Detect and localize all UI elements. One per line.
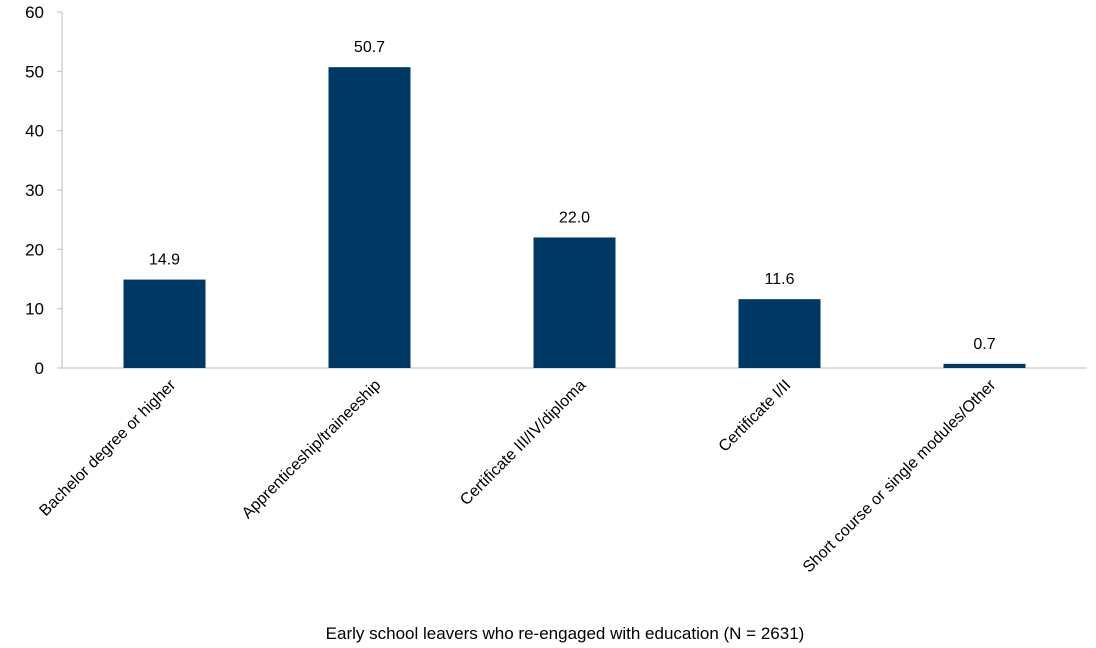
bar [943,363,1026,368]
y-axis: 0 10 20 30 40 50 60 [25,3,63,378]
data-label: 11.6 [765,271,795,288]
y-tick-label: 10 [25,300,44,319]
x-tick-label: Short course or single modules/Other [800,376,1000,576]
data-label: 22.0 [559,209,590,226]
y-tick-label: 0 [35,359,44,378]
data-label: 14.9 [149,252,180,269]
y-tick-label: 40 [25,122,44,141]
data-label: 50.7 [354,39,385,56]
y-tick-label: 50 [25,62,44,81]
y-tick-label: 60 [25,3,44,22]
data-label: 0.7 [973,336,995,353]
bar [533,237,616,368]
bars [123,67,1026,369]
y-tick-label: 30 [25,181,44,200]
data-labels: 14.9 50.7 22.0 11.6 0.7 [149,39,996,353]
x-axis-title: Early school leavers who re-engaged with… [326,624,805,643]
x-tick-label: Certificate III/IV/diploma [457,377,589,509]
y-tick-label: 20 [25,240,44,259]
x-tick-label: Apprenticeship/traineeship [239,377,384,522]
x-tick-labels: Bachelor degree or higher Apprenticeship/… [36,376,999,576]
x-tick-label: Bachelor degree or higher [36,376,179,519]
x-tick-label: Certificate I/II [716,377,795,456]
bar [328,67,411,369]
bar [123,279,206,368]
bar [738,299,821,368]
